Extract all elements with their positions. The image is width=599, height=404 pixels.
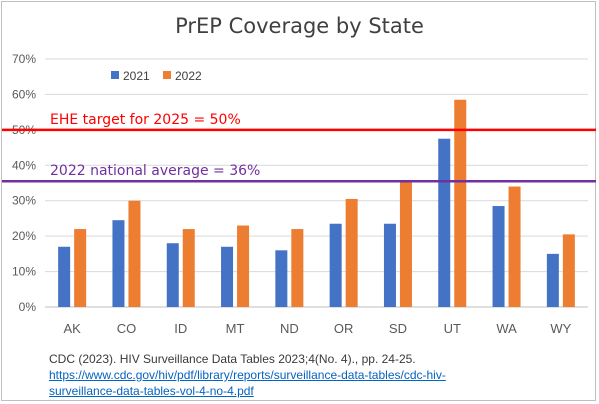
legend-swatch-2022 [163, 71, 171, 79]
legend-label-2021: 2021 [123, 69, 150, 83]
bar-2022-OR [345, 198, 358, 307]
y-tick-label: 0% [19, 300, 37, 314]
bar-2021-ID [166, 243, 179, 307]
x-tick-label: ID [174, 321, 187, 336]
bar-2022-SD [399, 181, 412, 307]
bar-2022-MT [237, 225, 250, 307]
x-tick-label: MT [226, 321, 245, 336]
chart-title: PrEP Coverage by State [175, 14, 424, 38]
bar-2022-UT [454, 99, 467, 307]
bar-2021-ND [275, 250, 288, 307]
x-tick-label: SD [389, 321, 407, 336]
bar-2022-AK [74, 229, 87, 307]
bar-2022-WY [562, 234, 575, 307]
bar-2022-ND [291, 229, 304, 307]
x-tick-label: ND [280, 321, 299, 336]
x-tick-label: UT [444, 321, 461, 336]
y-tick-label: 70% [12, 52, 36, 66]
bar-2021-MT [221, 246, 234, 307]
y-tick-label: 30% [12, 194, 36, 208]
x-tick-label: OR [334, 321, 354, 336]
bar-2021-WA [492, 206, 505, 307]
national-average-label: 2022 national average = 36% [50, 163, 260, 179]
source-link-line-2[interactable]: surveillance-data-tables-vol-4-no-4.pdf [49, 384, 254, 398]
source-link-line-1[interactable]: https://www.cdc.gov/hiv/pdf/library/repo… [49, 368, 446, 382]
bar-2022-CO [128, 200, 141, 307]
x-tick-label: CO [117, 321, 137, 336]
source-citation: CDC (2023). HIV Surveillance Data Tables… [49, 352, 416, 366]
bar-2021-OR [329, 223, 342, 307]
ehe-target-label: EHE target for 2025 = 50% [50, 112, 241, 128]
bar-2021-UT [438, 138, 451, 307]
bar-2021-CO [112, 220, 125, 307]
bar-2022-WA [508, 186, 521, 307]
bar-2021-WY [546, 253, 559, 307]
x-tick-label: WA [496, 321, 517, 336]
bar-2021-SD [383, 223, 396, 307]
bar-2021-AK [58, 246, 71, 307]
legend-label-2022: 2022 [175, 69, 202, 83]
x-tick-label: WY [550, 321, 571, 336]
y-tick-label: 20% [12, 229, 36, 243]
source-note: CDC (2023). HIV Surveillance Data Tables… [49, 351, 446, 399]
bar-2022-ID [182, 229, 195, 307]
legend-swatch-2021 [111, 71, 119, 79]
y-tick-label: 10% [12, 265, 36, 279]
x-tick-label: AK [63, 321, 81, 336]
y-tick-label: 60% [12, 87, 36, 101]
y-tick-label: 40% [12, 158, 36, 172]
